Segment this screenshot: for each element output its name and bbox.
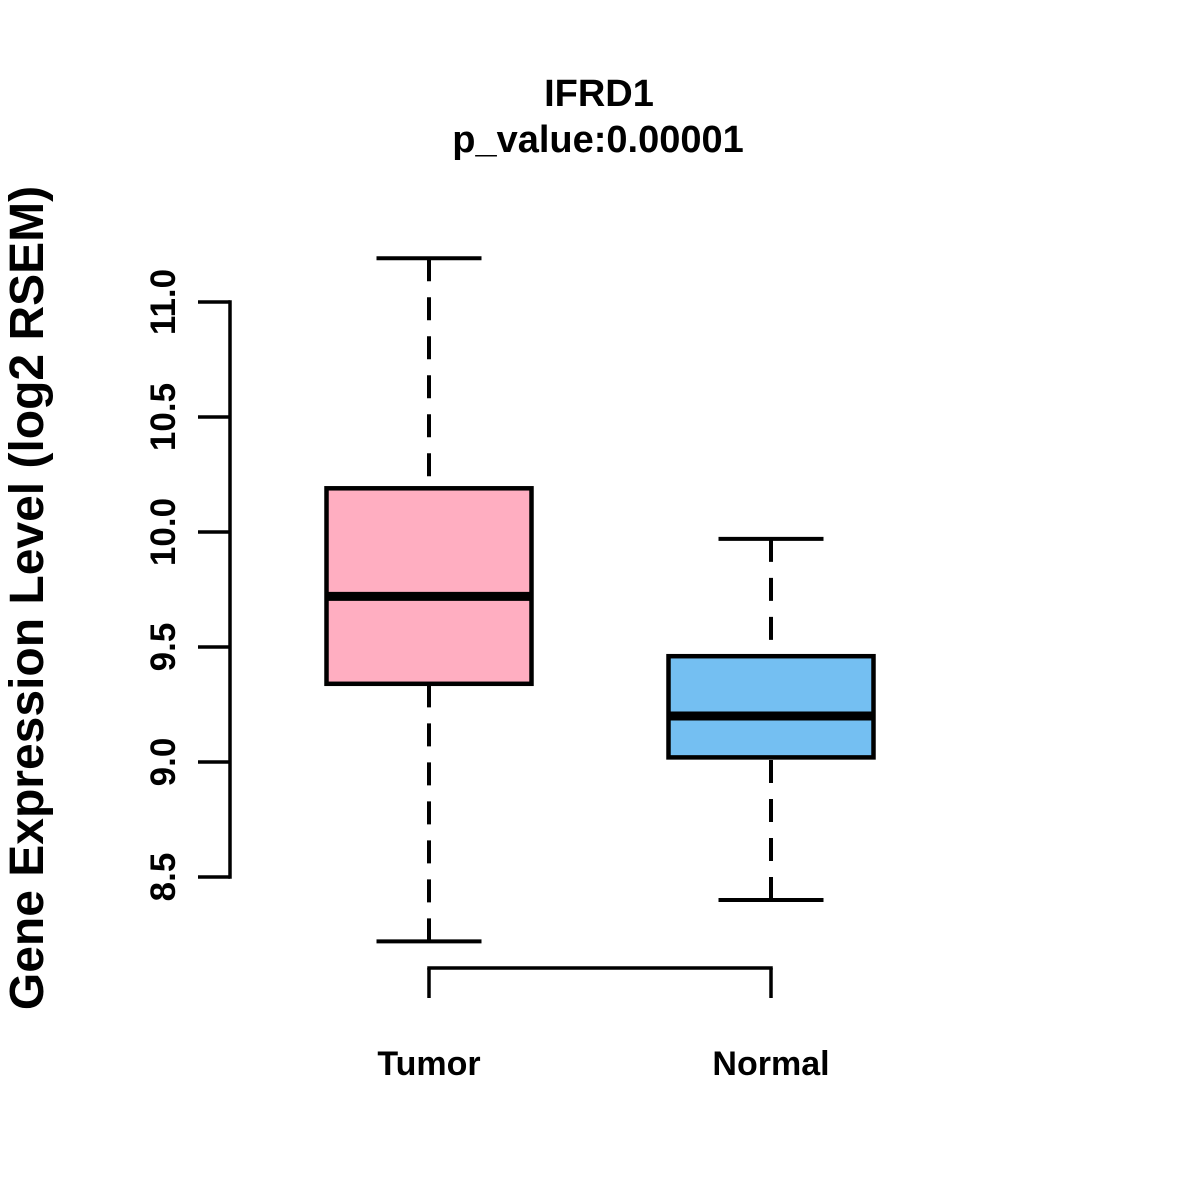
box-normal	[666, 653, 876, 760]
y-axis-tick-label: 11.0	[144, 269, 183, 335]
chart-subtitle: p_value:0.00001	[452, 119, 744, 161]
y-axis-tick-label: 9.5	[144, 623, 183, 672]
y-axis-tick-label: 10.5	[144, 383, 183, 451]
box-tumor	[324, 486, 534, 687]
y-axis-tick-label: 8.5	[144, 853, 183, 902]
y-axis-title: Gene Expression Level (log2 RSEM)	[1, 186, 54, 1010]
x-axis-label-normal: Normal	[712, 1045, 829, 1083]
chart-title: IFRD1	[544, 73, 654, 115]
x-axis-label-tumor: Tumor	[377, 1045, 480, 1083]
y-axis-tick-label: 10.0	[144, 498, 183, 566]
y-axis-tick-label: 9.0	[144, 738, 183, 787]
plot-area: 8.5 9.0 9.5 10.0 10.5 11.0 Tumor Normal	[144, 256, 876, 1083]
